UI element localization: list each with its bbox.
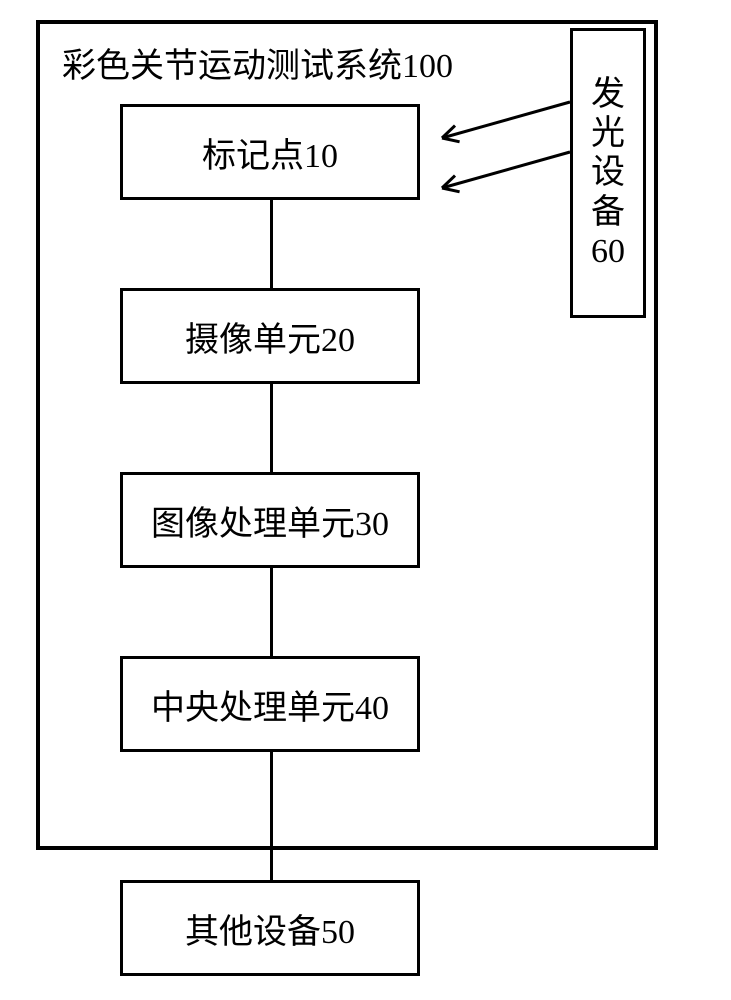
light-arrows — [420, 90, 590, 210]
light-char: 备 — [591, 193, 625, 232]
node-marker: 标记点10 — [120, 104, 420, 200]
node-other-device: 其他设备50 — [120, 880, 420, 976]
edge — [270, 200, 273, 288]
light-char: 发 — [591, 75, 625, 114]
system-title: 彩色关节运动测试系统100 — [62, 38, 453, 87]
light-char: 光 — [591, 114, 625, 153]
node-camera: 摄像单元20 — [120, 288, 420, 384]
node-cpu: 中央处理单元40 — [120, 656, 420, 752]
edge — [270, 752, 273, 880]
edge — [270, 568, 273, 656]
light-char: 设 — [591, 153, 625, 192]
light-char: 60 — [591, 232, 625, 271]
edge — [270, 384, 273, 472]
node-image-processing: 图像处理单元30 — [120, 472, 420, 568]
diagram-canvas: 彩色关节运动测试系统100 标记点10 摄像单元20 图像处理单元30 中央处理… — [0, 0, 731, 1000]
